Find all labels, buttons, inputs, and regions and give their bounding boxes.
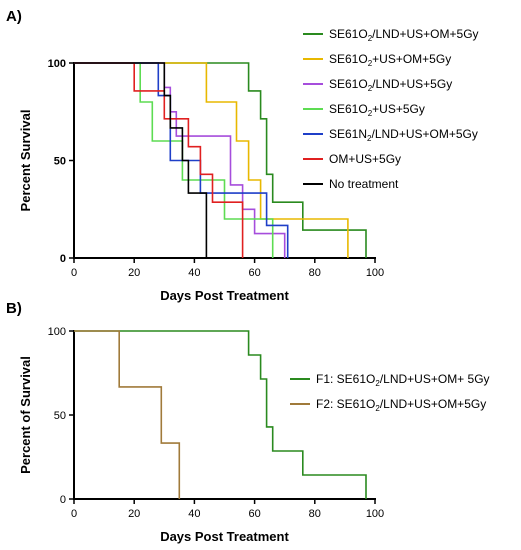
legend: SE61O2/LND+US+OM+5Gy SE61O2+US+OM+5Gy SE61…: [303, 27, 479, 191]
series-line-2: [74, 330, 181, 499]
x-tick-label: 80: [309, 508, 321, 520]
x-axis-label: Days Post Treatment: [160, 288, 289, 303]
chart-panel-2: B) 0 20 40 60 80 100 0 50 100 Days Post Treatment P…: [6, 300, 490, 544]
y-tick-label: 100: [48, 326, 66, 338]
series-line-5: [74, 62, 289, 258]
x-tick-label: 20: [128, 267, 140, 279]
series-line-3: [74, 62, 286, 258]
x-tick-label: 100: [366, 508, 384, 520]
y-tick-label: 50: [54, 410, 66, 422]
legend-entry: SE61O2+US+OM+5Gy: [329, 52, 451, 68]
y-tick-label: 100: [48, 58, 66, 70]
series-line-1: [74, 62, 367, 258]
panel-label: A): [6, 8, 22, 25]
y-axis-label: Percent of Survival: [18, 356, 33, 474]
legend-entry: SE61N2/LND+US+OM+5Gy: [329, 127, 478, 143]
y-tick-label: 0: [60, 494, 66, 506]
x-tick-label: 80: [309, 267, 321, 279]
x-tick-label: 0: [71, 508, 77, 520]
legend-entry: SE61O2/LND+US+OM+5Gy: [329, 27, 479, 43]
y-tick-label: 50: [54, 156, 66, 168]
y-tick-label: 0: [60, 253, 66, 265]
legend-entry: SE61O2+US+5Gy: [329, 102, 425, 118]
series-line-1: [74, 330, 367, 499]
legend-entry: No treatment: [329, 177, 399, 191]
chart-panel-1: A) 0 20 40 60 80 100 0 50 100 Days Post Treatment P…: [6, 8, 479, 303]
x-tick-label: 20: [128, 508, 140, 520]
legend-entry: F2: SE61O2/LND+US+OM+5Gy: [316, 397, 486, 413]
series-line-7: [74, 62, 208, 258]
series-line-6: [74, 62, 244, 258]
x-tick-label: 40: [188, 508, 200, 520]
legend-entry: F1: SE61O2/LND+US+OM+ 5Gy: [316, 372, 490, 388]
x-tick-label: 100: [366, 267, 384, 279]
x-tick-label: 0: [71, 267, 77, 279]
series-line-2: [74, 62, 349, 258]
y-axis-label: Percent Survival: [18, 110, 33, 212]
x-axis-label: Days Post Treatment: [160, 529, 289, 544]
legend: F1: SE61O2/LND+US+OM+ 5Gy F2: SE61O2/LND+…: [290, 372, 490, 413]
x-tick-label: 60: [248, 508, 260, 520]
x-tick-label: 40: [188, 267, 200, 279]
panel-label: B): [6, 300, 22, 317]
legend-entry: SE61O2/LND+US+5Gy: [329, 77, 452, 93]
x-tick-label: 60: [248, 267, 260, 279]
legend-entry: OM+US+5Gy: [329, 152, 401, 166]
